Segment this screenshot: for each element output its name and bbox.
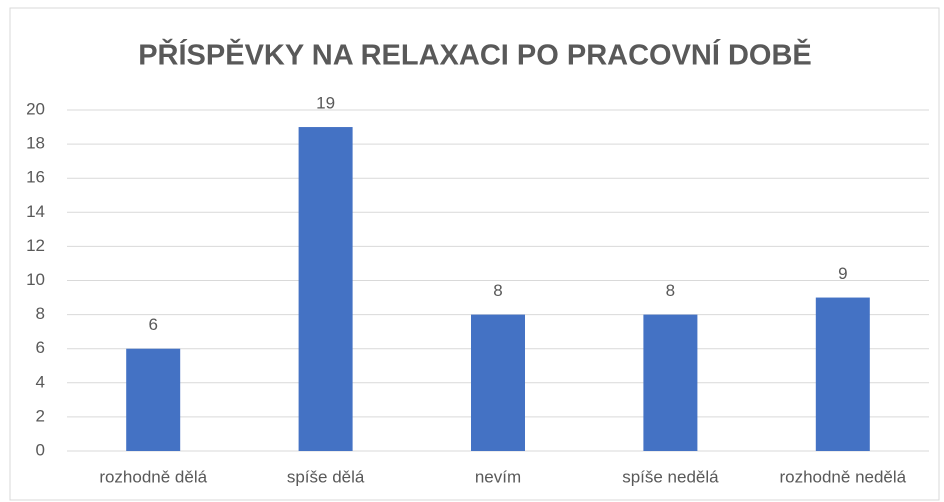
bar	[643, 314, 698, 451]
y-tick-label: 8	[36, 304, 45, 323]
bar	[126, 348, 181, 451]
y-tick-label: 6	[36, 338, 45, 357]
y-tick-label: 10	[26, 270, 45, 289]
bar	[298, 127, 353, 452]
data-label: 8	[493, 281, 502, 300]
y-tick-label: 12	[26, 236, 45, 255]
x-tick-label: nevím	[475, 467, 521, 486]
data-label: 19	[316, 94, 335, 113]
x-tick-label: rozhodně dělá	[99, 467, 207, 486]
y-tick-label: 2	[36, 406, 45, 425]
y-tick-label: 20	[26, 99, 45, 118]
x-tick-label: rozhodně nedělá	[779, 467, 906, 486]
y-tick-label: 0	[36, 440, 45, 459]
data-label: 6	[148, 315, 157, 334]
bar	[471, 314, 525, 451]
y-tick-label: 18	[26, 134, 45, 153]
data-label: 9	[838, 264, 847, 283]
y-tick-label: 14	[26, 202, 45, 221]
y-tick-label: 16	[26, 168, 45, 187]
data-label: 8	[666, 281, 675, 300]
y-tick-label: 4	[36, 372, 45, 391]
x-tick-label: spíše nedělá	[622, 467, 719, 486]
chart-title: PŘÍSPĚVKY NA RELAXACI PO PRACOVNÍ DOBĚ	[138, 38, 812, 72]
bar	[815, 297, 870, 451]
x-tick-label: spíše dělá	[287, 467, 365, 486]
